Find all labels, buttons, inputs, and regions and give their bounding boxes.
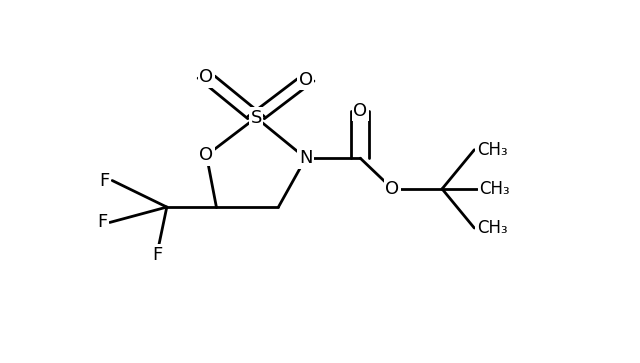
Text: CH₃: CH₃ — [477, 219, 508, 237]
Text: O: O — [200, 68, 214, 86]
Text: CH₃: CH₃ — [479, 180, 510, 198]
Text: CH₃: CH₃ — [477, 141, 508, 159]
Text: S: S — [250, 109, 262, 127]
Text: F: F — [152, 246, 162, 264]
Text: F: F — [97, 213, 108, 232]
Text: N: N — [299, 149, 312, 167]
Text: O: O — [353, 102, 367, 120]
Text: O: O — [385, 180, 399, 198]
Text: O: O — [299, 71, 313, 89]
Text: F: F — [99, 172, 110, 189]
Text: O: O — [200, 146, 214, 164]
